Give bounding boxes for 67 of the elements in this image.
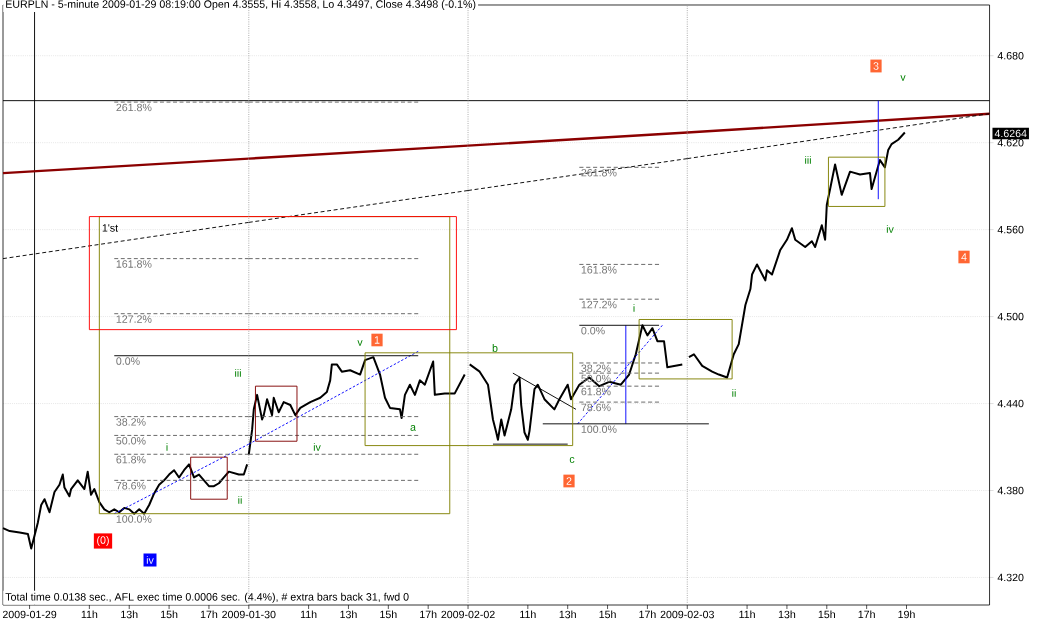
x-tick-label: 17h [200, 610, 218, 619]
annotation: ii [238, 496, 242, 504]
annotation: 0.0% [116, 357, 140, 365]
annotation: 61.8% [581, 387, 611, 396]
x-tick-label: 15h [818, 610, 835, 619]
x-tick-label: 11h [520, 610, 536, 619]
y-tick-label: 4.680 [997, 51, 1024, 60]
annotation: 100.0% [581, 425, 617, 433]
annotation: 127.2% [581, 300, 617, 309]
annotation: 78.6% [581, 403, 611, 412]
annotation: 0.0% [581, 326, 605, 335]
x-tick-label: 17h [639, 610, 656, 619]
annotation: 161.8% [581, 266, 617, 274]
x-tick-label: 2009-01-29 [2, 610, 57, 619]
annotation: c [569, 457, 575, 463]
annotation: 4 [961, 253, 967, 261]
chart-title: EURPLN - 5-minute 2009-01-29 08:19:00 Open 4.3555, Hi 4.3558, Lo 4.3497, Close 4.3498 (-0.1%) [6, 0, 476, 10]
y-tick-label: 4.620 [997, 138, 1024, 147]
annotation: 161.8% [116, 260, 152, 268]
annotation: v [357, 340, 363, 346]
x-tick-label: 13h [559, 610, 576, 619]
annotation: 38.2% [116, 418, 146, 426]
annotation: iii [235, 369, 241, 377]
annotation: Total time 0.0138 sec., AFL exec time 0.0006 sec. (4.4%), # extra bars back 31, fwd 0 [5, 592, 409, 603]
x-tick-label: 11h [739, 610, 755, 619]
y-tick-label: 4.560 [997, 225, 1024, 234]
annotation: (0) [97, 536, 109, 546]
annotation: 1'st [102, 224, 119, 232]
annotation: i [166, 443, 168, 451]
x-tick-label: 2009-01-30 [222, 610, 276, 619]
annotation: 78.6% [116, 481, 146, 490]
annotation: 3 [873, 62, 879, 70]
annotation: v [900, 75, 906, 81]
x-tick-label: 15h [161, 610, 178, 619]
annotation: i [633, 304, 635, 312]
annotation: a [410, 425, 416, 431]
x-tick-label: 13h [340, 610, 357, 619]
x-tick-label: 17h [858, 610, 875, 619]
annotation: 38.2% [581, 364, 611, 373]
annotation: iv [146, 556, 154, 564]
y-tick-label: 4.440 [997, 399, 1024, 408]
annotation: ii [732, 389, 736, 397]
y-tick-label: 4.380 [997, 486, 1024, 495]
annotation: 1 [374, 336, 380, 344]
annotation: 4.6264 [994, 129, 1027, 138]
annotation: 127.2% [116, 315, 152, 323]
annotation: 2 [566, 477, 572, 485]
x-tick-label: 2009-02-02 [441, 610, 495, 619]
x-tick-label: 17h [420, 610, 437, 619]
annotation: iv [886, 225, 894, 233]
x-tick-label: 15h [380, 610, 397, 619]
x-tick-label: 13h [121, 610, 138, 619]
annotation: 50.0% [116, 437, 146, 445]
y-tick-label: 4.320 [997, 573, 1024, 582]
x-tick-label: 13h [778, 610, 796, 619]
annotation: 61.8% [116, 455, 146, 464]
x-tick-label: 2009-02-03 [660, 610, 714, 619]
y-tick-label: 4.500 [997, 312, 1024, 321]
x-tick-label: 11h [300, 610, 317, 619]
annotation: b [492, 344, 498, 352]
annotation: 261.8% [116, 103, 152, 112]
annotation: 100.0% [116, 515, 152, 523]
x-tick-label: 15h [599, 610, 616, 619]
annotation: iv [313, 443, 321, 451]
x-tick-label: 11h [81, 610, 98, 619]
annotation: iii [805, 156, 811, 164]
x-tick-label: 19h [898, 610, 915, 619]
